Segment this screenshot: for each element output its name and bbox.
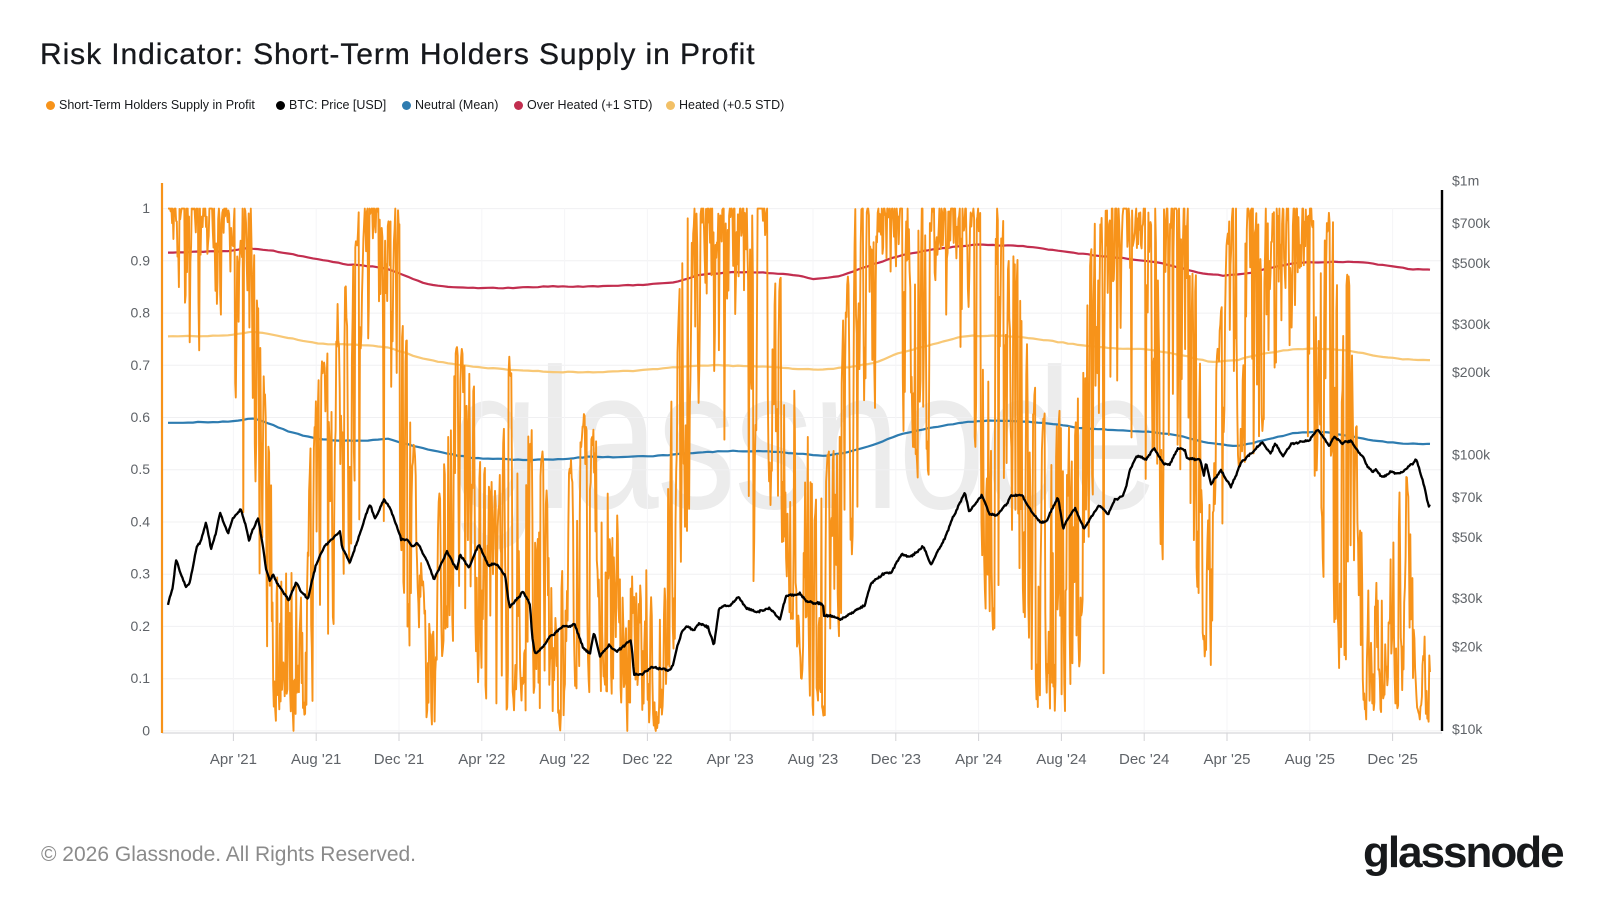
svg-text:0.3: 0.3 <box>131 566 151 582</box>
svg-text:0.7: 0.7 <box>131 357 151 373</box>
svg-text:Apr '22: Apr '22 <box>458 751 505 768</box>
svg-text:$500k: $500k <box>1452 255 1491 271</box>
svg-text:Dec '24: Dec '24 <box>1119 751 1169 768</box>
svg-text:Aug '25: Aug '25 <box>1285 751 1335 768</box>
svg-text:0.2: 0.2 <box>131 618 151 634</box>
svg-text:Aug '24: Aug '24 <box>1036 751 1086 768</box>
svg-text:Apr '21: Apr '21 <box>210 751 257 768</box>
svg-text:Dec '23: Dec '23 <box>871 751 921 768</box>
svg-text:Dec '21: Dec '21 <box>374 751 424 768</box>
svg-text:$700k: $700k <box>1452 215 1491 231</box>
svg-text:Dec '22: Dec '22 <box>622 751 672 768</box>
svg-text:1: 1 <box>142 200 150 216</box>
svg-text:$200k: $200k <box>1452 364 1491 380</box>
svg-text:Aug '23: Aug '23 <box>788 751 838 768</box>
svg-text:0.6: 0.6 <box>131 409 151 425</box>
svg-text:0.9: 0.9 <box>131 252 151 268</box>
svg-text:Aug '22: Aug '22 <box>539 751 589 768</box>
svg-text:$1m: $1m <box>1452 172 1479 188</box>
svg-text:Aug '21: Aug '21 <box>291 751 341 768</box>
svg-text:$70k: $70k <box>1452 489 1483 505</box>
svg-text:0.4: 0.4 <box>131 514 151 530</box>
svg-text:$300k: $300k <box>1452 316 1491 332</box>
svg-text:$20k: $20k <box>1452 638 1483 654</box>
svg-text:Apr '23: Apr '23 <box>707 751 754 768</box>
svg-text:$10k: $10k <box>1452 721 1483 737</box>
svg-text:$100k: $100k <box>1452 447 1491 463</box>
svg-text:0: 0 <box>142 722 150 738</box>
svg-text:Dec '25: Dec '25 <box>1367 751 1417 768</box>
svg-text:$50k: $50k <box>1452 529 1483 545</box>
svg-text:Apr '24: Apr '24 <box>955 751 1002 768</box>
svg-text:Apr '25: Apr '25 <box>1203 751 1250 768</box>
svg-text:0.5: 0.5 <box>131 461 151 477</box>
svg-text:0.1: 0.1 <box>131 670 151 686</box>
svg-text:$30k: $30k <box>1452 590 1483 606</box>
svg-text:0.8: 0.8 <box>131 305 151 321</box>
